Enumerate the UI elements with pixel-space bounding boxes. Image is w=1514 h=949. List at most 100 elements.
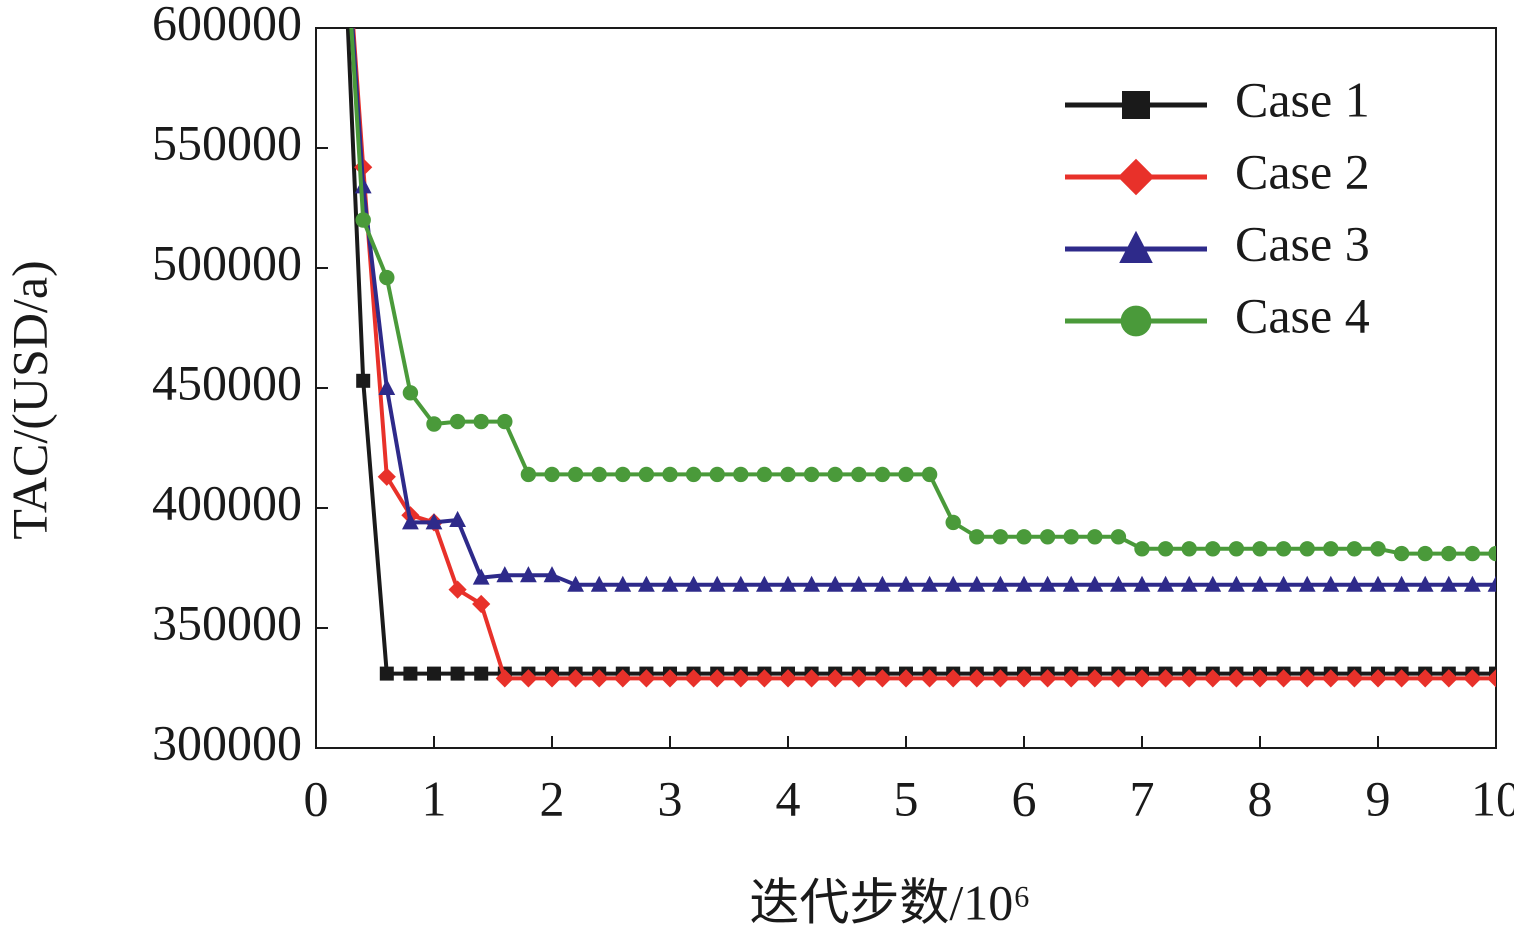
data-point bbox=[755, 669, 774, 688]
data-point bbox=[450, 666, 465, 681]
data-point bbox=[803, 466, 820, 483]
data-point bbox=[613, 669, 632, 688]
data-point bbox=[756, 575, 773, 592]
data-point bbox=[1393, 545, 1410, 562]
data-point bbox=[474, 666, 489, 681]
data-point bbox=[495, 669, 514, 688]
data-point bbox=[1180, 575, 1198, 592]
y-tick-label: 600000 bbox=[152, 0, 302, 50]
data-point bbox=[567, 466, 584, 483]
x-tick-label: 6 bbox=[1012, 770, 1037, 826]
data-point bbox=[615, 466, 631, 483]
data-point bbox=[449, 510, 466, 527]
data-point bbox=[1346, 575, 1363, 592]
data-point bbox=[1016, 529, 1032, 545]
data-point bbox=[1393, 575, 1410, 592]
data-point bbox=[849, 669, 868, 688]
data-point bbox=[708, 575, 726, 592]
data-point bbox=[1134, 541, 1150, 557]
data-point bbox=[1275, 575, 1292, 592]
legend-label: Case 4 bbox=[1235, 287, 1370, 343]
data-point bbox=[1464, 575, 1481, 592]
data-point bbox=[544, 466, 560, 483]
data-point bbox=[403, 666, 418, 681]
data-point bbox=[472, 568, 490, 585]
data-point bbox=[1275, 541, 1292, 557]
data-point bbox=[991, 669, 1010, 688]
data-point bbox=[1463, 669, 1482, 688]
data-point bbox=[874, 466, 891, 483]
data-point bbox=[1369, 575, 1387, 592]
data-point bbox=[638, 575, 655, 592]
data-point bbox=[1488, 545, 1496, 562]
data-point bbox=[590, 575, 608, 592]
data-point bbox=[920, 669, 939, 688]
data-point bbox=[921, 575, 938, 592]
data-point bbox=[756, 466, 773, 483]
y-tick-label: 400000 bbox=[152, 474, 302, 530]
legend-label: Case 2 bbox=[1235, 143, 1370, 199]
data-point bbox=[1439, 669, 1458, 688]
data-point bbox=[945, 514, 961, 531]
data-point bbox=[354, 177, 372, 194]
y-tick-label: 350000 bbox=[152, 594, 302, 650]
data-point bbox=[402, 385, 419, 401]
legend-label: Case 3 bbox=[1235, 215, 1370, 271]
legend-marker bbox=[1122, 91, 1150, 119]
data-point bbox=[1156, 669, 1175, 688]
data-point bbox=[662, 466, 678, 483]
x-tick-label: 2 bbox=[540, 770, 565, 826]
data-point bbox=[402, 513, 419, 530]
data-point bbox=[1416, 669, 1435, 688]
data-point bbox=[1298, 575, 1316, 592]
data-point bbox=[1322, 575, 1340, 592]
data-point bbox=[851, 466, 867, 483]
data-point bbox=[921, 466, 938, 483]
data-point bbox=[1109, 669, 1128, 688]
data-point bbox=[1014, 669, 1034, 688]
data-point bbox=[379, 666, 394, 681]
data-point bbox=[638, 466, 655, 483]
data-point bbox=[637, 669, 656, 688]
data-point bbox=[427, 666, 441, 681]
data-point bbox=[1346, 541, 1363, 557]
data-point bbox=[1157, 575, 1174, 592]
data-point bbox=[1157, 541, 1174, 557]
data-point bbox=[944, 669, 963, 688]
data-point bbox=[472, 594, 491, 614]
data-point bbox=[496, 566, 514, 583]
data-point bbox=[1274, 669, 1293, 688]
data-point bbox=[1370, 541, 1386, 557]
data-point bbox=[731, 669, 750, 688]
data-point bbox=[1321, 669, 1340, 688]
data-point bbox=[898, 466, 914, 483]
data-point bbox=[448, 580, 467, 599]
data-point bbox=[1228, 575, 1245, 592]
data-point bbox=[542, 669, 562, 688]
y-tick-label: 500000 bbox=[152, 234, 302, 290]
data-point bbox=[685, 575, 702, 592]
data-point bbox=[473, 413, 489, 430]
data-point bbox=[1440, 575, 1458, 592]
data-point bbox=[1203, 669, 1222, 688]
data-point bbox=[660, 669, 680, 688]
data-point bbox=[1087, 529, 1103, 545]
data-point bbox=[1062, 669, 1081, 688]
data-point bbox=[874, 575, 891, 592]
data-point bbox=[1110, 575, 1127, 592]
data-point bbox=[969, 529, 985, 545]
data-point bbox=[1252, 541, 1268, 557]
data-point bbox=[355, 212, 371, 228]
data-point bbox=[826, 669, 845, 688]
data-point bbox=[1441, 545, 1457, 562]
data-point bbox=[685, 466, 702, 483]
data-point bbox=[661, 575, 679, 592]
data-point bbox=[566, 669, 585, 688]
data-point bbox=[992, 529, 1009, 545]
x-tick-label: 4 bbox=[776, 770, 801, 826]
data-point bbox=[732, 575, 750, 592]
data-point bbox=[1392, 669, 1411, 688]
x-tick-label: 9 bbox=[1366, 770, 1391, 826]
data-point bbox=[377, 467, 396, 486]
data-point bbox=[1015, 575, 1033, 592]
